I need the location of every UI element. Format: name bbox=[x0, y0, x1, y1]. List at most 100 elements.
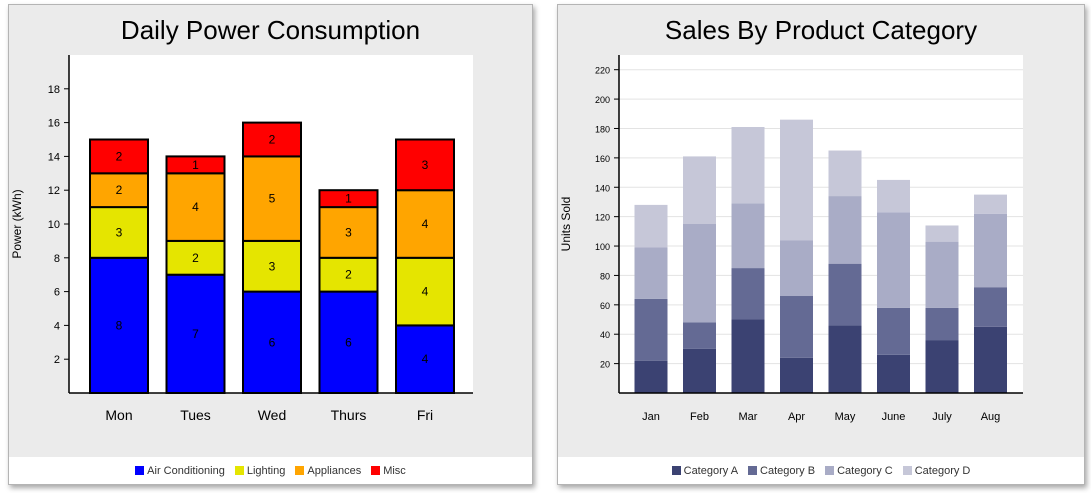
bar-segment bbox=[683, 322, 716, 349]
y-tick-label: 100 bbox=[595, 242, 610, 252]
bar-segment bbox=[731, 319, 765, 393]
power-chart-panel: Daily Power Consumption 2 4 6 8 10 12 14 16 18 Po… bbox=[8, 4, 533, 485]
bar-segment bbox=[828, 325, 862, 393]
data-label: 6 bbox=[345, 335, 352, 349]
y-tick-label: 2 bbox=[54, 354, 60, 366]
bar-segment bbox=[974, 213, 1007, 288]
bar-segment bbox=[165, 239, 226, 276]
y-tick-label: 140 bbox=[595, 183, 610, 193]
bar-segment bbox=[318, 290, 379, 395]
x-tick-label: Fri bbox=[417, 407, 433, 423]
data-label: 7 bbox=[192, 327, 199, 341]
bar-segment bbox=[828, 150, 862, 197]
y-tick-label: 16 bbox=[48, 118, 60, 130]
data-label: 4 bbox=[422, 285, 429, 299]
data-label: 4 bbox=[192, 200, 199, 214]
legend-swatch bbox=[234, 466, 244, 475]
data-label: 1 bbox=[192, 158, 199, 172]
legend-swatch bbox=[902, 466, 912, 475]
legend-label: Category A bbox=[683, 464, 739, 477]
bar-segment bbox=[683, 156, 716, 224]
data-label: 3 bbox=[269, 259, 276, 273]
x-tick-label: Wed bbox=[258, 407, 287, 423]
power-chart-legend: Air Conditioning Lighting Appliances Misc bbox=[9, 457, 532, 484]
y-axis-label: Units Sold bbox=[559, 197, 573, 252]
y-tick-label: 4 bbox=[54, 320, 60, 332]
x-tick-label: Mon bbox=[105, 407, 132, 423]
bar-segment bbox=[318, 256, 379, 293]
bar-segment bbox=[925, 225, 959, 242]
bar-segment bbox=[828, 196, 862, 264]
x-tick-label: July bbox=[932, 411, 952, 423]
bar-segment bbox=[683, 224, 716, 323]
data-label: 2 bbox=[345, 268, 352, 282]
data-label: 2 bbox=[116, 149, 123, 163]
bar-segment bbox=[731, 268, 765, 320]
x-tick-label: May bbox=[835, 411, 856, 423]
bar-segment bbox=[242, 155, 302, 242]
bar-segment bbox=[974, 326, 1007, 393]
bar-segment bbox=[395, 324, 455, 394]
bar-segment bbox=[731, 127, 765, 204]
legend-label: Category C bbox=[837, 464, 893, 477]
bar-segment bbox=[925, 307, 959, 341]
legend-item: Appliances bbox=[295, 465, 361, 477]
x-tick-label: Tues bbox=[180, 407, 211, 423]
bar-segment bbox=[877, 354, 910, 393]
bar-segment bbox=[165, 155, 226, 175]
x-tick-label: Feb bbox=[690, 411, 709, 423]
data-label: 3 bbox=[116, 225, 123, 239]
data-label: 2 bbox=[192, 251, 199, 265]
x-tick-label: Mar bbox=[739, 411, 758, 423]
bar-segment bbox=[89, 138, 149, 175]
legend-swatch bbox=[748, 466, 758, 475]
bar-segment bbox=[780, 119, 813, 241]
legend-item: Category B bbox=[748, 465, 815, 477]
y-tick-label: 12 bbox=[48, 185, 60, 197]
y-tick-label: 10 bbox=[48, 219, 60, 231]
bar-segment bbox=[395, 138, 455, 192]
bar-segment bbox=[634, 298, 668, 361]
y-tick-label: 220 bbox=[595, 66, 610, 76]
y-tick-label: 40 bbox=[600, 330, 610, 340]
y-tick-label: 20 bbox=[600, 360, 610, 370]
sales-chart-legend: Category A Category B Category C Category D bbox=[558, 457, 1084, 484]
bar-segment bbox=[89, 256, 149, 394]
sales-chart-panel: Sales By Product Category 20 40 60 80 100 120… bbox=[557, 4, 1085, 485]
power-chart-title: Daily Power Consumption bbox=[120, 15, 421, 45]
y-tick-label: 80 bbox=[600, 271, 610, 281]
data-label: 3 bbox=[422, 158, 429, 172]
legend-item: Category C bbox=[825, 465, 893, 477]
legend-item: Category D bbox=[902, 465, 970, 477]
bar-segment bbox=[634, 247, 668, 299]
y-tick-label: 160 bbox=[595, 154, 610, 164]
legend-label: Appliances bbox=[307, 464, 362, 477]
sales-chart-title: Sales By Product Category bbox=[664, 15, 978, 45]
bar-segment bbox=[780, 296, 813, 358]
y-tick-label: 14 bbox=[48, 151, 60, 163]
legend-item: Category A bbox=[671, 464, 739, 477]
y-tick-label: 8 bbox=[54, 253, 60, 265]
data-label: 8 bbox=[116, 318, 123, 332]
bar-segment bbox=[974, 287, 1007, 327]
y-tick-label: 6 bbox=[54, 287, 60, 299]
data-label: 3 bbox=[345, 225, 352, 239]
legend-swatch bbox=[671, 466, 681, 475]
legend-item: Air Conditioning bbox=[135, 465, 225, 477]
x-tick-label: Jan bbox=[642, 411, 660, 423]
data-label: 4 bbox=[422, 352, 429, 366]
bar-segment bbox=[877, 307, 910, 355]
legend-label: Lighting bbox=[246, 464, 286, 477]
bar-segment bbox=[877, 212, 910, 308]
bar-segment bbox=[242, 121, 302, 158]
bar-segment bbox=[89, 172, 149, 209]
legend-swatch bbox=[825, 466, 835, 475]
legend-label: Air Conditioning bbox=[147, 464, 225, 477]
data-label: 5 bbox=[269, 192, 276, 206]
legend-item: Misc bbox=[371, 465, 406, 477]
legend-swatch bbox=[371, 466, 381, 475]
y-tick-label: 60 bbox=[600, 301, 610, 311]
bar-segment bbox=[318, 189, 379, 209]
bar-segment bbox=[683, 348, 716, 393]
